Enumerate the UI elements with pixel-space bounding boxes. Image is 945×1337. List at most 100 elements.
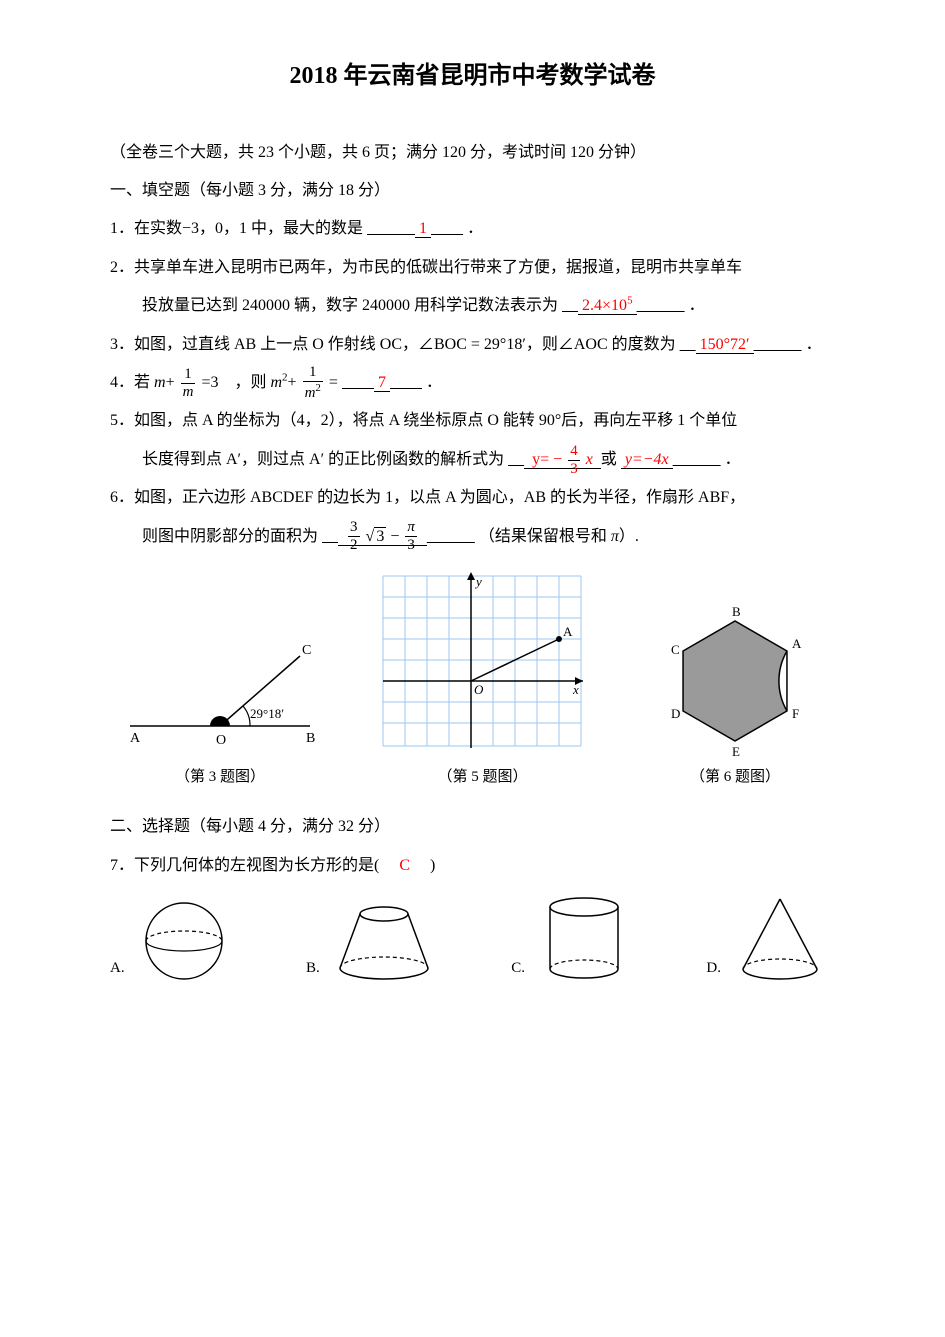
q3-blank-right	[754, 336, 802, 353]
q6-pi: π	[611, 528, 619, 545]
q5-line1: 5．如图，点 A 的坐标为（4，2），将点 A 绕坐标原点 O 能转 90°后，…	[110, 402, 835, 440]
q7-choice-A-label: A.	[110, 950, 125, 986]
q4-mid2: =	[329, 374, 338, 391]
q3-answer: 150°72′	[696, 336, 754, 354]
q6-line2-suffix: ）.	[619, 528, 639, 545]
fig6-label-F: F	[792, 706, 799, 721]
q2-line2-suffix: ．	[689, 297, 705, 314]
q7-choice-B-label: B.	[306, 950, 320, 986]
cylinder-icon	[529, 891, 639, 986]
q6-frac1: 32	[348, 520, 360, 553]
fig5-label-O: O	[474, 682, 484, 697]
q4-mid1: =3 ，则	[201, 374, 270, 391]
q3-blank-left	[680, 336, 696, 353]
fig6-label-D: D	[671, 706, 680, 721]
fig5-label-y: y	[474, 574, 482, 589]
q6-line2-mid: （结果保留根号和	[479, 528, 611, 545]
q2-answer-base: 2.4×10	[582, 297, 627, 314]
cone-icon	[725, 891, 835, 986]
q1-prefix: 1．在实数−3，0，1 中，最大的数是	[110, 220, 363, 237]
q4-blank-right	[390, 374, 422, 391]
q6-blank-right	[427, 528, 475, 545]
fig3-caption: （第 3 题图）	[110, 766, 330, 789]
q5-line2: 长度得到点 A′，则过点 A′ 的正比例函数的解析式为 y= − 43 x 或 …	[110, 441, 835, 479]
q3-prefix: 3．如图，过直线 AB 上一点 O 作射线 OC，∠BOC = 29°18′，则…	[110, 336, 676, 353]
q4-blank-left	[342, 374, 374, 391]
q3-suffix: ．	[806, 336, 822, 353]
q5-line2-suffix: ．	[725, 451, 741, 468]
q2-blank-left	[562, 297, 578, 314]
q4: 4．若 m+ 1m =3 ，则 m2+ 1m2 = 7 ．	[110, 364, 835, 402]
q7-choice-D: D.	[706, 891, 835, 986]
q1-blank-right	[431, 220, 463, 237]
fig6-label-E: E	[732, 744, 740, 759]
fig5-caption: （第 5 题图）	[373, 766, 593, 789]
q4-answer: 7	[374, 374, 390, 392]
q4-frac2: 1m2	[303, 365, 323, 401]
fig3-label-A: A	[130, 731, 141, 746]
q7-choice-A: A.	[110, 896, 239, 986]
page-title: 2018 年云南省昆明市中考数学试卷	[110, 60, 835, 94]
q5-answer2: y=−4x	[621, 451, 673, 469]
q7-choice-C-label: C.	[511, 950, 525, 986]
q5-ans2-txt: y=−4x	[625, 451, 669, 468]
fig5-label-A: A	[563, 624, 573, 639]
section2-heading: 二、选择题（每小题 4 分，满分 32 分）	[110, 808, 835, 846]
fig6-label-A: A	[792, 636, 802, 651]
fig6-label-B: B	[732, 604, 741, 619]
q4-suffix: ．	[426, 374, 442, 391]
q6-line2: 则图中阴影部分的面积为 32 √3 − π3 （结果保留根号和 π）.	[110, 518, 835, 556]
figures-row: A B C O 29°18′ （第 3 题图）	[110, 566, 835, 789]
fig3-angle: 29°18′	[250, 706, 284, 721]
q4-sq1: 2	[282, 372, 288, 384]
q5-answer1: y= − 43 x	[524, 451, 601, 469]
fig3-label-O: O	[216, 733, 226, 748]
fig6-label-C: C	[671, 642, 680, 657]
fig5: y x O A （第 5 题图）	[373, 566, 593, 789]
q2-line2-prefix: 投放量已达到 240000 辆，数字 240000 用科学记数法表示为	[142, 297, 558, 314]
q7-choice-C: C.	[511, 891, 639, 986]
q5-ans1-pre: y= −	[532, 451, 562, 468]
q7-prefix: 7．下列几何体的左视图为长方形的是(	[110, 857, 379, 874]
q6-line1: 6．如图，正六边形 ABCDEF 的边长为 1，以点 A 为圆心，AB 的长为半…	[110, 479, 835, 517]
q6-blank-left	[322, 528, 338, 545]
q5-ans1-post: x	[586, 451, 593, 468]
q2-answer-exp: 5	[627, 295, 633, 307]
frustum-icon	[324, 896, 444, 986]
fig3-svg: A B C O 29°18′	[110, 626, 330, 766]
q2-line1: 2．共享单车进入昆明市已两年，为市民的低碳出行带来了方便，据报道，昆明市共享单车	[110, 249, 835, 287]
q4-m1: m	[154, 374, 166, 391]
q4-prefix: 4．若	[110, 374, 154, 391]
fig6: A B C D E F （第 6 题图）	[635, 586, 835, 789]
fig3-label-B: B	[306, 731, 315, 746]
q4-m2: m	[270, 374, 282, 391]
q5-or: 或	[601, 451, 617, 468]
q1-suffix: ．	[467, 220, 483, 237]
q2-blank-right	[637, 297, 685, 314]
q6-rad: 3	[374, 527, 386, 545]
q5-line2-prefix: 长度得到点 A′，则过点 A′ 的正比例函数的解析式为	[142, 451, 504, 468]
q7-choice-D-label: D.	[706, 950, 721, 986]
fig5-label-x: x	[572, 682, 579, 697]
q1: 1．在实数−3，0，1 中，最大的数是 1 ．	[110, 210, 835, 248]
q7-answer: C	[383, 857, 426, 874]
q5-ans1-frac: 43	[568, 444, 580, 477]
q7-choice-B: B.	[306, 896, 444, 986]
q5-blank-left	[508, 451, 524, 468]
q1-blank-left	[367, 220, 415, 237]
fig3: A B C O 29°18′ （第 3 题图）	[110, 626, 330, 789]
fig6-svg: A B C D E F	[635, 586, 835, 766]
q2-line2: 投放量已达到 240000 辆，数字 240000 用科学记数法表示为 2.4×…	[110, 287, 835, 325]
q7-choices: A. B. C. D.	[110, 891, 835, 986]
sphere-icon	[129, 896, 239, 986]
q7: 7．下列几何体的左视图为长方形的是( C )	[110, 847, 835, 885]
q2-answer: 2.4×105	[578, 297, 637, 315]
fig3-label-C: C	[302, 643, 311, 658]
q7-suffix: )	[430, 857, 435, 874]
q6-answer: 32 √3 − π3	[338, 528, 427, 546]
exam-header: （全卷三个大题，共 23 个小题，共 6 页；满分 120 分，考试时间 120…	[110, 134, 835, 172]
q3: 3．如图，过直线 AB 上一点 O 作射线 OC，∠BOC = 29°18′，则…	[110, 326, 835, 364]
fig6-caption: （第 6 题图）	[635, 766, 835, 789]
q7-answer-letter: C	[399, 857, 410, 874]
q6-line2-prefix: 则图中阴影部分的面积为	[142, 528, 318, 545]
